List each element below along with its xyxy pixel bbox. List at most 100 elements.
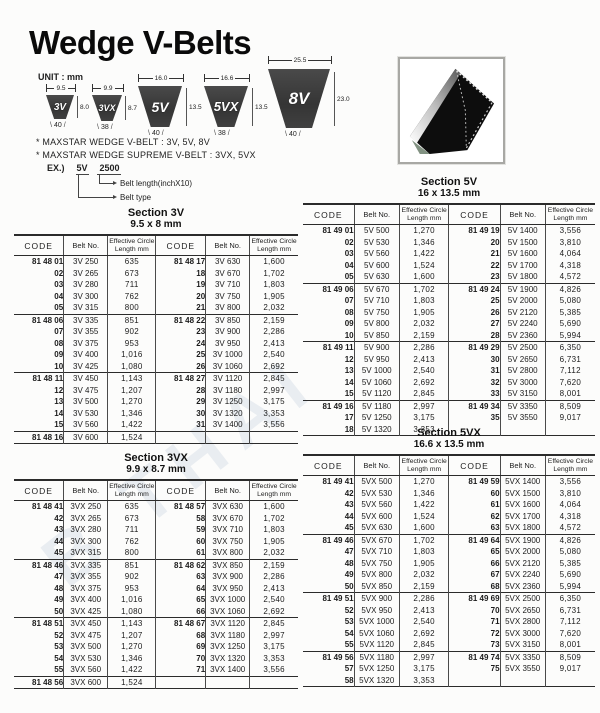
code-cell: 52 (54, 630, 64, 640)
table-row: 81 49 51 5VX 900 2,286 81 49 69 5VX 2500 6,35… (303, 592, 595, 605)
length-cell: 1,143 (107, 372, 156, 385)
table-row: 15 5V 1120 2,845 33 5V 3150 8,001 (303, 388, 595, 400)
code-cell: 15 (54, 420, 64, 429)
belt-no-cell: 5VX 2000 (499, 546, 546, 558)
dim-top-width: 25.5 (268, 56, 332, 64)
column-header: CODE (155, 479, 206, 501)
table-row: 53 5VX 1000 2,540 71 5VX 2800 7,112 (303, 616, 595, 628)
code-cell: 12 (54, 385, 64, 395)
length-cell: 953 (107, 582, 156, 594)
belt-no-cell: 3VX 1320 (205, 652, 250, 664)
length-cell: 1,143 (107, 617, 156, 630)
length-cell: 673 (107, 512, 156, 524)
code-cell: 81 49 24 (448, 283, 501, 295)
length-cell: 6,350 (544, 592, 595, 605)
code-cell: 02 (344, 237, 354, 247)
dim-height: 13.5 (252, 88, 268, 126)
section-subtitle: 9.9 x 8.7 mm (126, 464, 186, 475)
belt-no-cell: 3V 1120 (205, 372, 250, 385)
table-row: 05 5V 630 1,600 23 5V 1800 4,572 (303, 271, 595, 283)
table-row: 81 48 56 3VX 600 1,524 (14, 676, 298, 689)
code-cell: 81 49 51 (322, 594, 354, 603)
table-row: 81 48 06 3V 335 851 81 48 22 3V 850 2,159 (14, 314, 298, 326)
length-cell: 3,353 (398, 423, 449, 436)
length-cell: 1,422 (398, 248, 449, 260)
code-cell: 55 (54, 665, 64, 674)
code-cell: 81 48 06 (32, 315, 64, 325)
belt-no-cell: 3VX 600 (63, 676, 108, 689)
column-header: Effective Circle Length mm (249, 479, 298, 501)
length-cell: 635 (107, 255, 156, 268)
section-3v: Section 3V 9.5 x 8 mm CODE Belt No. Effect… (14, 207, 298, 444)
callout-line-type (78, 174, 114, 198)
dim-height: 13.5 (186, 88, 202, 126)
code-cell: 45 (344, 523, 354, 532)
belt-no-cell: 5V 3000 (499, 376, 546, 388)
belt-no-cell: 5VX 3000 (499, 627, 546, 639)
length-cell: 5,690 (544, 318, 595, 330)
table-row: 13 3V 500 1,270 29 3V 1250 3,175 (14, 396, 298, 408)
length-cell: 1,207 (107, 629, 156, 641)
length-cell: 9,017 (544, 412, 595, 424)
belt-no-cell: 3VX 800 (205, 547, 250, 559)
belt-no-cell: 3VX 900 (205, 571, 250, 583)
code-cell: 81 49 11 (322, 343, 354, 352)
length-cell: 6,350 (544, 341, 595, 354)
code-cell: 65 (448, 546, 501, 558)
code-cell: 23 (448, 271, 501, 283)
code-cell: 54 (54, 653, 64, 663)
column-header: Effective Circle Length mm (544, 454, 595, 476)
length-cell: 3,175 (249, 396, 298, 408)
code-cell: 81 48 51 (32, 619, 64, 628)
length-cell: 7,620 (544, 627, 595, 639)
code-cell: 14 (344, 377, 354, 387)
length-cell: 2,997 (398, 400, 449, 412)
table-row: 12 3V 475 1,207 28 3V 1180 2,997 (14, 384, 298, 396)
code-cell: 26 (155, 360, 206, 373)
length-cell: 2,692 (249, 360, 298, 373)
belt-no-cell: 5V 2360 (499, 329, 546, 342)
belt-no-cell: 3V 300 (63, 290, 108, 302)
code-cell: 66 (448, 557, 501, 569)
callout-line-length (99, 174, 114, 184)
length-cell: 2,845 (249, 617, 298, 630)
dim-height: 8.7 (125, 96, 137, 120)
section-title: Section 3V (127, 207, 185, 219)
length-cell: 2,286 (398, 341, 449, 354)
code-cell: 09 (344, 319, 354, 328)
table-row: 13 5V 1000 2,540 31 5V 2800 7,112 (303, 365, 595, 377)
belt-no-cell: 5VX 1900 (499, 534, 546, 546)
code-cell: 58 (155, 512, 206, 524)
length-cell: 1,600 (249, 500, 298, 513)
length-cell: 8,509 (544, 400, 595, 412)
belt-no-cell: 3VX 425 (63, 605, 108, 618)
code-cell: 53 (344, 617, 354, 626)
code-cell: 43 (54, 525, 64, 534)
code-cell: 03 (54, 280, 64, 289)
belt-no-cell: 3VX 1060 (205, 605, 250, 618)
code-cell: 62 (448, 510, 501, 522)
dim-height: 8.0 (77, 96, 89, 118)
length-cell (544, 423, 595, 436)
belt-no-cell: 5VX 1120 (353, 639, 400, 651)
code-cell: 81 49 41 (322, 477, 354, 486)
code-cell: 05 (344, 272, 354, 281)
length-cell: 1,270 (107, 641, 156, 653)
belt-no-cell: 5VX 1000 (353, 616, 400, 628)
belt-no-cell: 5V 710 (353, 295, 400, 307)
code-cell: 12 (344, 354, 354, 364)
belt-diagram-3vx: 3VX (92, 95, 122, 121)
length-cell: 5,080 (544, 295, 595, 307)
belt-no-cell: 5V 1400 (499, 224, 546, 237)
length-cell: 2,540 (249, 349, 298, 361)
code-cell: 73 (448, 639, 501, 651)
belt-no-cell: 5V 1700 (499, 259, 546, 271)
length-cell (544, 674, 595, 687)
length-cell: 1,346 (398, 236, 449, 248)
code-cell: 52 (344, 605, 354, 615)
belt-no-cell: 5V 670 (353, 283, 400, 295)
belt-no-cell: 5V 1180 (353, 400, 400, 412)
belt-no-cell: 3V 335 (63, 314, 108, 326)
length-cell: 3,353 (249, 652, 298, 664)
